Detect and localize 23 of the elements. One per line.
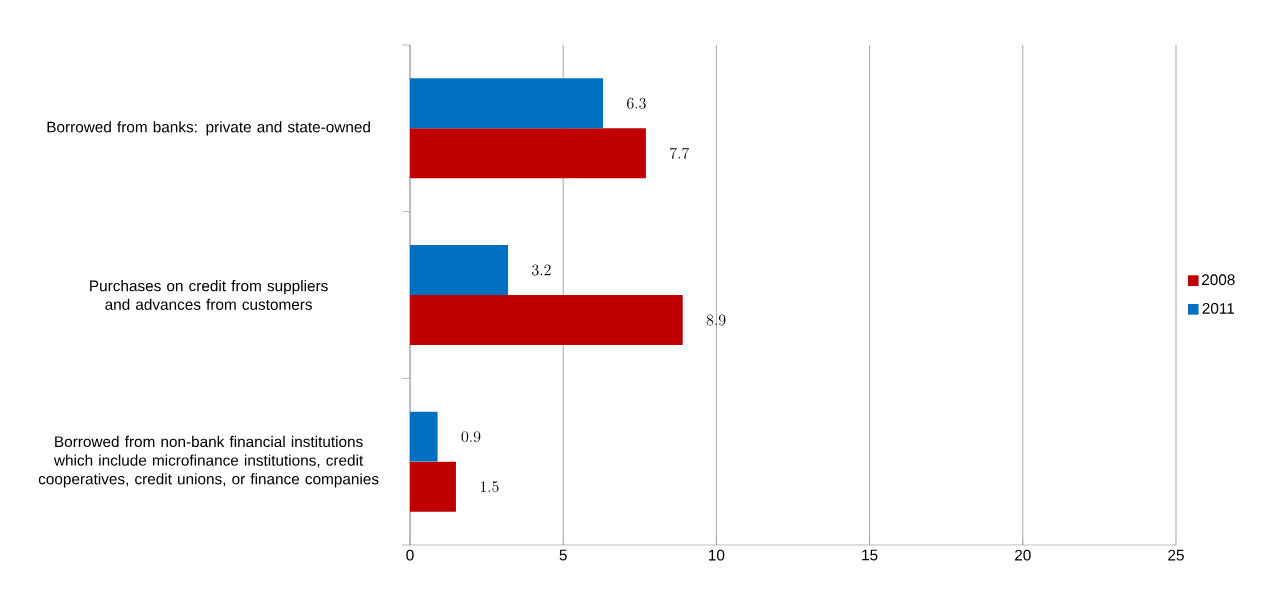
legend-label: 2008 — [1202, 274, 1235, 286]
bar — [410, 295, 683, 345]
x-tick-label: 20 — [1015, 549, 1031, 561]
bar — [410, 461, 456, 512]
data-label: 0.9 — [461, 431, 481, 443]
x-tick-label: 0 — [406, 549, 414, 561]
bar — [410, 78, 604, 129]
data-label: 7.7 — [670, 147, 690, 159]
data-label: 8.9 — [706, 314, 726, 326]
y-tick-label: Borrowed from non-bank financial institutions which include microfinance institutions, credit cooperatives, credit unions, or finance companies — [38, 435, 379, 488]
x-tick-label: 15 — [862, 549, 878, 561]
legend-label: 2011 — [1202, 302, 1235, 314]
data-label: 6.3 — [627, 97, 646, 109]
y-tick-label: Borrowed from banks: private and state-owned — [47, 121, 370, 136]
x-tick-label: 10 — [709, 549, 725, 561]
x-tick-label: 25 — [1168, 549, 1184, 561]
x-tick-label: 5 — [559, 549, 567, 561]
y-tick-label: Purchases on credit from suppliers and advances from customers — [90, 280, 328, 310]
bar — [410, 128, 646, 179]
data-label: 1 .5 — [480, 481, 499, 493]
bar — [410, 411, 438, 462]
data-label: 3.2 — [532, 264, 551, 276]
bar — [410, 244, 509, 295]
